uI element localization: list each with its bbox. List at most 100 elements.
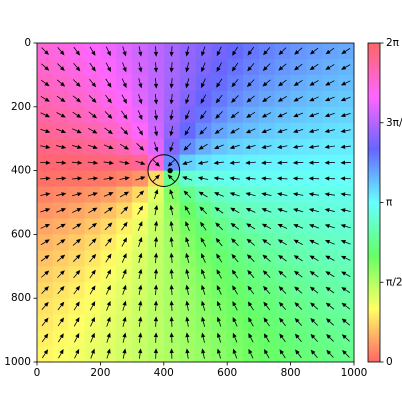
arrow xyxy=(122,268,127,279)
arrow xyxy=(56,176,67,181)
arrow xyxy=(41,317,49,327)
arrow xyxy=(40,192,51,197)
x-tick-label: 1000 xyxy=(341,367,368,379)
arrow xyxy=(56,112,66,118)
arrow xyxy=(40,112,51,118)
arrow xyxy=(185,221,190,231)
arrow xyxy=(154,204,159,216)
arrow xyxy=(325,64,335,70)
arrow xyxy=(41,270,50,278)
arrow xyxy=(292,160,304,165)
arrow xyxy=(310,318,319,326)
arrow xyxy=(40,254,50,262)
arrow xyxy=(341,334,350,342)
arrow xyxy=(89,46,96,56)
arrow xyxy=(121,78,127,89)
arrow xyxy=(90,316,95,327)
y-tick-label: 1000 xyxy=(4,356,31,368)
arrow xyxy=(201,62,206,73)
arrow xyxy=(340,96,351,102)
arrow xyxy=(185,78,190,89)
arrow xyxy=(294,286,303,294)
arrow xyxy=(136,190,145,199)
arrow xyxy=(40,144,51,149)
arrow xyxy=(200,110,207,120)
arrow xyxy=(248,348,254,359)
arrow xyxy=(324,144,335,149)
arrow xyxy=(340,128,351,134)
arrow xyxy=(87,192,98,197)
arrow xyxy=(277,96,287,102)
arrow xyxy=(263,317,270,327)
arrow xyxy=(185,316,190,327)
arrow xyxy=(90,348,95,359)
arrow xyxy=(277,128,288,134)
arrow xyxy=(41,301,49,311)
arrow xyxy=(135,176,146,181)
arrow xyxy=(340,160,351,165)
arrow xyxy=(121,221,128,231)
arrow xyxy=(216,285,222,295)
arrow xyxy=(73,301,80,311)
y-tick-label: 0 xyxy=(24,37,31,49)
arrow xyxy=(73,79,81,87)
arrow xyxy=(229,176,240,181)
arrow xyxy=(153,284,159,295)
arrow xyxy=(325,271,335,278)
arrow xyxy=(200,94,207,104)
arrow xyxy=(293,128,304,134)
arrow xyxy=(167,174,176,183)
y-tick-label: 400 xyxy=(11,165,31,177)
arrow xyxy=(276,176,288,181)
arrow xyxy=(88,95,97,103)
arrow xyxy=(263,301,271,311)
arrow xyxy=(73,63,81,72)
arrow xyxy=(185,94,190,105)
arrow xyxy=(310,349,318,358)
arrow xyxy=(153,78,159,89)
arrow xyxy=(137,126,143,136)
arrow xyxy=(120,206,129,215)
arrow xyxy=(232,348,238,359)
arrow xyxy=(293,63,303,71)
arrow xyxy=(88,128,98,134)
arrow xyxy=(169,142,174,153)
arrow xyxy=(105,269,112,279)
arrow xyxy=(340,224,351,229)
arrow xyxy=(89,62,96,72)
arrow xyxy=(56,128,67,134)
arrow xyxy=(135,160,146,165)
arrow xyxy=(137,221,143,231)
arrow xyxy=(138,284,143,295)
arrow xyxy=(216,348,222,359)
arrow xyxy=(73,46,80,56)
arrow xyxy=(73,269,81,279)
arrow xyxy=(87,144,98,150)
arrow xyxy=(200,237,207,247)
arrow xyxy=(279,333,286,343)
arrow xyxy=(154,125,159,137)
arrow xyxy=(89,301,96,311)
plot-frame xyxy=(36,42,355,363)
arrow xyxy=(278,286,287,294)
arrow xyxy=(309,80,319,86)
x-tick-label: 400 xyxy=(154,367,174,379)
arrow xyxy=(231,253,239,263)
arrow xyxy=(138,332,143,343)
arrow xyxy=(213,160,225,165)
colorbar-tick-label: π/2 xyxy=(386,276,402,288)
arrow xyxy=(245,160,256,165)
arrow xyxy=(231,95,239,103)
arrow xyxy=(169,236,174,248)
arrow xyxy=(261,223,272,230)
arrow xyxy=(56,239,66,246)
arrow xyxy=(121,94,127,104)
arrow xyxy=(153,220,159,232)
arrow xyxy=(71,160,83,165)
arrow xyxy=(169,125,174,137)
arrow xyxy=(72,223,82,230)
arrow xyxy=(153,316,159,327)
arrow xyxy=(309,286,319,294)
arrow xyxy=(216,46,222,57)
arrow xyxy=(278,270,287,278)
